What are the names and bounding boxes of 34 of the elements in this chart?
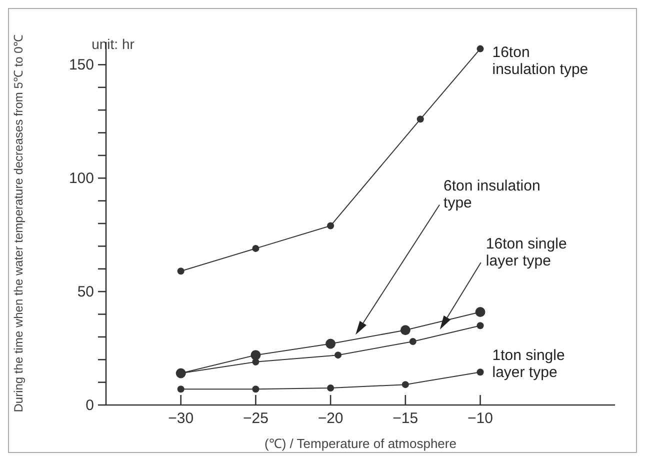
y-tick-label: 50 (77, 284, 94, 301)
annotation: unit: hr (92, 36, 135, 52)
point (476, 45, 484, 52)
y-tick-label: 100 (68, 170, 94, 188)
point (252, 244, 260, 252)
point (252, 386, 260, 393)
x-tick-label: −25 (242, 410, 268, 427)
point (476, 322, 484, 330)
point (252, 358, 260, 366)
point (177, 268, 184, 275)
x-axis-title: (℃) / Temperature of atmosphere (264, 436, 456, 451)
x-tick-label: −30 (168, 410, 194, 427)
y-axis-title: During the time when the water temperature decreases from 5℃ to 0℃ (11, 34, 26, 412)
y-tick-label: 150 (68, 56, 94, 74)
text: 6ton insulation type (444, 178, 540, 212)
text: 16ton single layer type (486, 235, 567, 270)
point (475, 306, 486, 317)
point (400, 325, 410, 336)
point (409, 338, 416, 345)
point (250, 350, 261, 360)
point (177, 386, 184, 393)
x-tick-label: −15 (392, 410, 418, 427)
series-label: 16ton insulation type (492, 44, 588, 78)
y-tick-label: 0 (86, 397, 94, 414)
point (334, 352, 342, 359)
point (327, 222, 334, 230)
point (402, 381, 409, 388)
series-label: 1ton single layer type (492, 347, 565, 382)
x-tick-label: −10 (468, 410, 493, 427)
point (476, 368, 484, 376)
x-tick-label: −20 (318, 410, 344, 427)
point (416, 116, 424, 123)
point (326, 338, 336, 349)
point (327, 384, 334, 392)
